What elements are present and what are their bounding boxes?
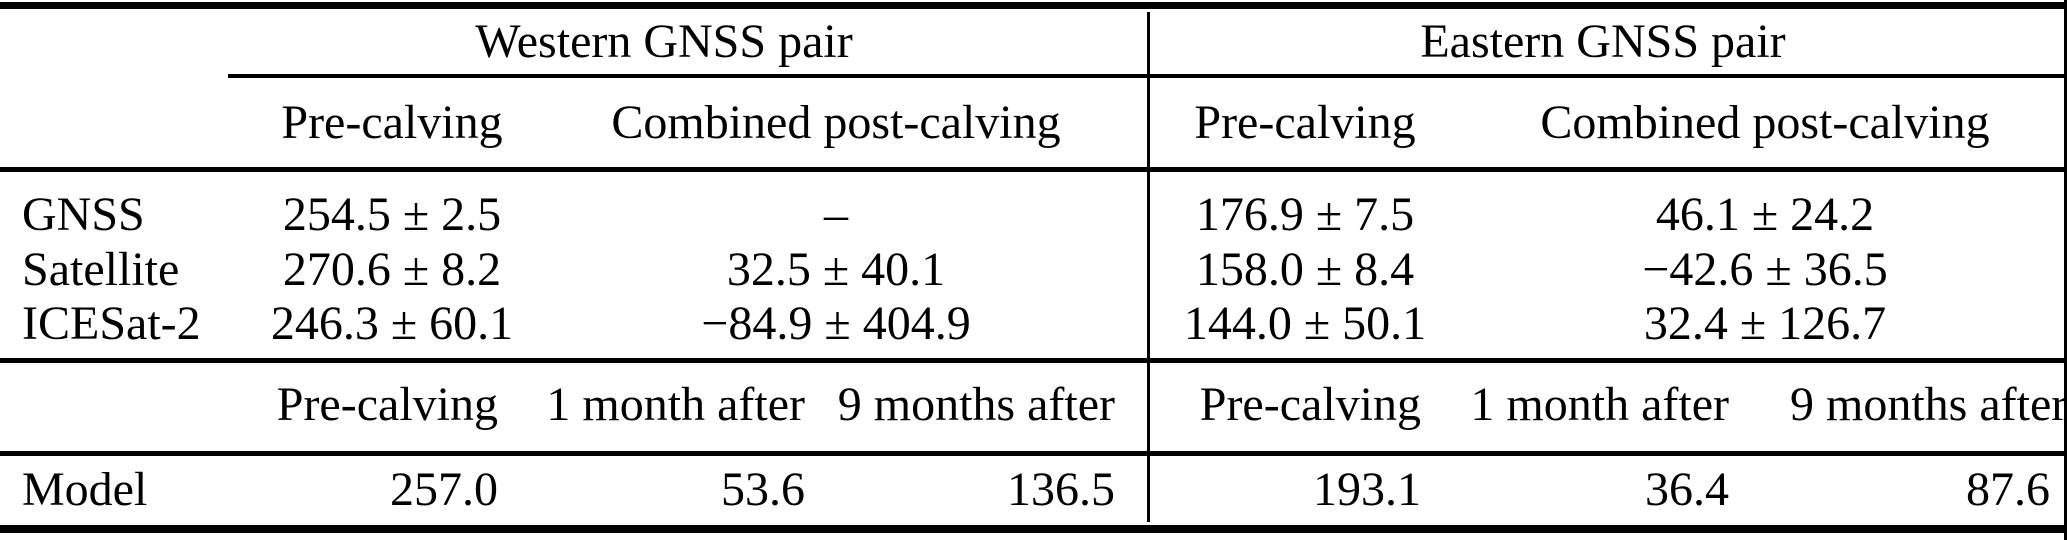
cell-gnss-west-precalving: 254.5 ± 2.5 [282,188,502,241]
cell-icesat2-west-postcalving: −84.9 ± 404.9 [701,297,971,350]
cell-satellite-west-postcalving: 32.5 ± 40.1 [726,243,946,296]
cell-satellite-east-postcalving: −42.6 ± 36.5 [1642,243,1888,296]
header-separator-rule [0,167,2067,172]
row-label-satellite: Satellite [22,243,180,296]
col-header-east-precalving: Pre-calving [1194,96,1416,149]
eastern-group-header: Eastern GNSS pair [1420,15,1786,68]
bottom-rule [0,525,2067,533]
col-header-east-9-months-after: 9 months after [1790,378,2067,431]
col-header-west-precalving-model: Pre-calving [276,378,498,431]
cell-model-west-precalving: 257.0 [390,463,498,516]
top-rule [0,2,2067,9]
west-east-column-divider [1147,12,1150,522]
right-edge-line [2064,0,2067,540]
col-header-east-postcalving: Combined post-calving [1540,96,1990,149]
cell-gnss-west-postcalving: – [824,188,848,241]
cell-icesat2-east-precalving: 144.0 ± 50.1 [1183,297,1427,350]
cell-icesat2-east-postcalving: 32.4 ± 126.7 [1643,297,1887,350]
cell-icesat2-west-precalving: 246.3 ± 60.1 [270,297,514,350]
row-label-gnss: GNSS [22,188,145,241]
col-header-west-9-months-after: 9 months after [837,378,1115,431]
cell-model-east-precalving: 193.1 [1313,463,1421,516]
block-separator-rule [0,358,2067,363]
row-label-model: Model [22,463,148,516]
cell-gnss-east-postcalving: 46.1 ± 24.2 [1655,188,1875,241]
cell-satellite-west-precalving: 270.6 ± 8.2 [282,243,502,296]
cell-model-east-1-month: 36.4 [1645,463,1729,516]
cell-model-east-9-months: 87.6 [1966,463,2050,516]
cell-satellite-east-precalving: 158.0 ± 8.4 [1195,243,1415,296]
col-header-west-precalving: Pre-calving [281,96,503,149]
cell-model-west-9-months: 136.5 [1007,463,1115,516]
western-group-header: Western GNSS pair [475,15,853,68]
cell-model-west-1-month: 53.6 [721,463,805,516]
col-header-west-1-month-after: 1 month after [546,378,805,431]
col-header-west-postcalving: Combined post-calving [611,96,1061,149]
row-label-icesat2: ICESat-2 [22,297,201,350]
col-header-east-precalving-model: Pre-calving [1199,378,1421,431]
cell-gnss-east-precalving: 176.9 ± 7.5 [1195,188,1415,241]
model-header-separator-rule [0,451,2067,456]
col-header-east-1-month-after: 1 month after [1470,378,1729,431]
